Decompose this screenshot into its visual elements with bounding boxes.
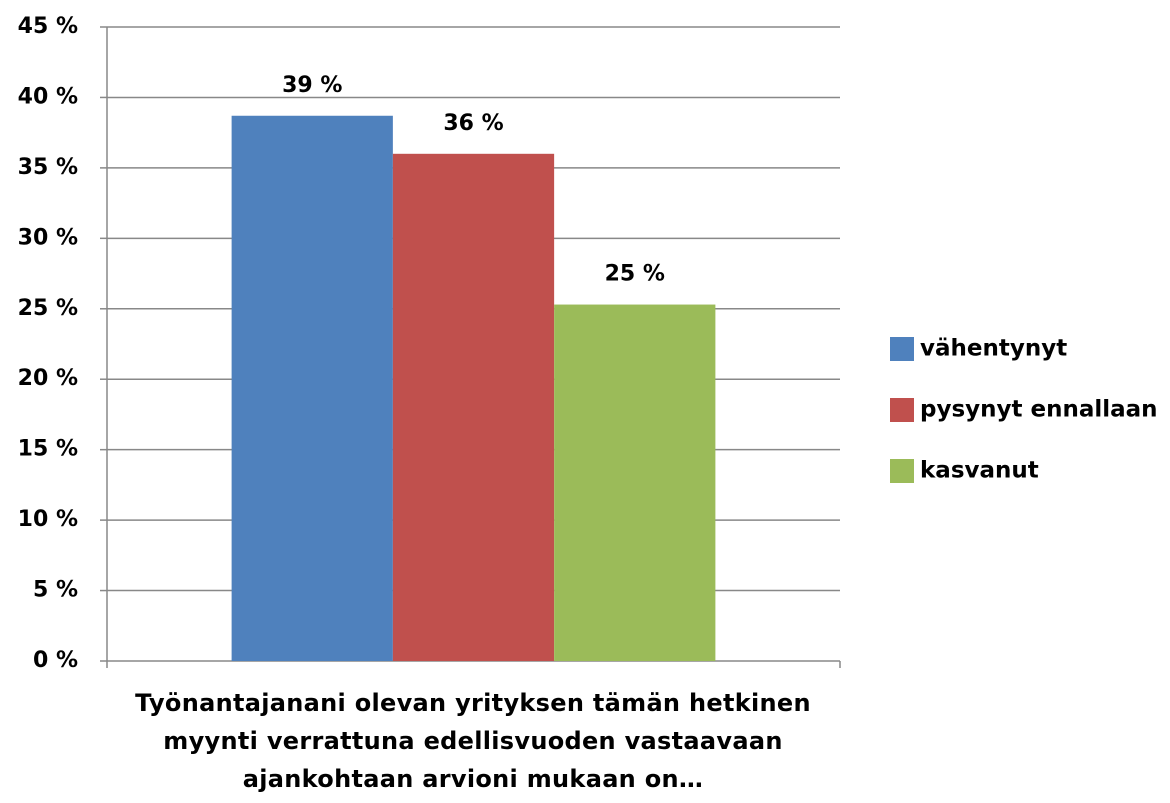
y-tick-label: 40 %: [18, 84, 78, 109]
bar: [554, 304, 716, 661]
bar: [392, 153, 555, 662]
legend-swatch: [890, 337, 914, 361]
y-tick-label: 35 %: [18, 155, 78, 180]
y-tick-label: 25 %: [18, 296, 78, 321]
y-tick-label: 15 %: [18, 437, 78, 462]
x-category-label: Työnantajanani olevan yrityksen tämän he…: [135, 689, 811, 793]
data-label: 39 %: [282, 73, 342, 98]
legend-swatch: [890, 398, 914, 422]
legend-swatch: [890, 459, 914, 483]
y-tick-label: 45 %: [18, 14, 78, 39]
y-tick-label: 0 %: [33, 648, 78, 673]
data-label: 25 %: [605, 262, 665, 287]
y-tick-label: 10 %: [18, 507, 78, 532]
y-tick-label: 30 %: [18, 225, 78, 250]
data-label: 36 %: [443, 111, 503, 136]
bar: [231, 115, 393, 661]
legend-label: kasvanut: [920, 458, 1039, 484]
y-tick-label: 5 %: [33, 578, 78, 603]
y-tick-label: 20 %: [18, 366, 78, 391]
legend-label: vähentynyt: [920, 336, 1067, 362]
legend-label: pysynyt ennallaan: [920, 397, 1158, 423]
